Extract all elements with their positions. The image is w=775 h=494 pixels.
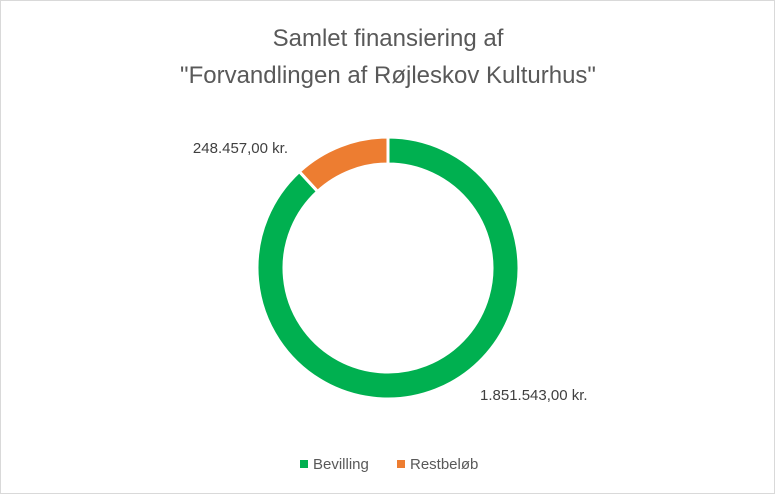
data-label-restbelob: 248.457,00 kr. [193, 140, 288, 157]
legend-label-bevilling: Bevilling [313, 456, 369, 473]
doughnut-slice-restbel-b [297, 135, 390, 194]
doughnut-slices [255, 135, 521, 401]
data-label-bevilling: 1.851.543,00 kr. [480, 387, 588, 404]
legend-swatch-bevilling [300, 460, 308, 468]
legend: Bevilling Restbeløb [300, 456, 478, 473]
doughnut-slice-bevilling [255, 135, 521, 401]
legend-label-restbelob: Restbeløb [410, 456, 478, 473]
legend-swatch-restbelob [397, 460, 405, 468]
chart-title-line-2: "Forvandlingen af Røjleskov Kulturhus" [180, 62, 596, 89]
chart-title-line-1: Samlet finansiering af [273, 25, 504, 52]
